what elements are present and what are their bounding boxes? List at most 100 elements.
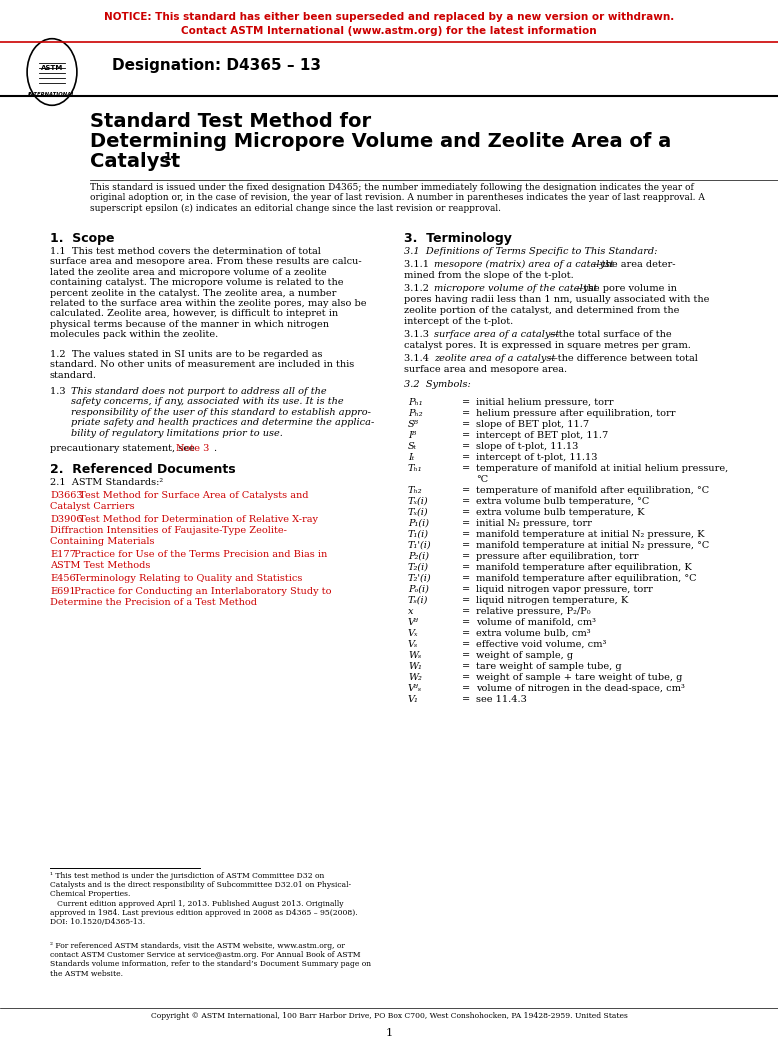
Text: surface area and mesopore area.: surface area and mesopore area. [404,365,567,374]
Text: Wₛ: Wₛ [408,651,421,660]
Text: temperature of manifold after equilibration, °C: temperature of manifold after equilibrat… [476,486,709,496]
Text: .: . [213,445,216,453]
Text: Iᴮ: Iᴮ [408,431,416,440]
Text: =: = [462,420,470,429]
Text: D3906: D3906 [50,515,82,524]
Text: intercept of t-plot, 11.13: intercept of t-plot, 11.13 [476,453,598,462]
Text: relative pressure, P₂/P₀: relative pressure, P₂/P₀ [476,607,591,616]
Text: 1: 1 [164,152,172,162]
Text: slope of BET plot, 11.7: slope of BET plot, 11.7 [476,420,589,429]
Text: manifold temperature after equilibration, °C: manifold temperature after equilibration… [476,574,696,583]
Text: pores having radii less than 1 nm, usually associated with the: pores having radii less than 1 nm, usual… [404,295,710,304]
Text: =: = [462,574,470,583]
Text: ¹ This test method is under the jurisdiction of ASTM Committee D32 on
Catalysts : ¹ This test method is under the jurisdic… [50,872,358,926]
Text: Test Method for Determination of Relative X-ray: Test Method for Determination of Relativ… [76,515,318,524]
Text: Vᵈ: Vᵈ [408,618,419,627]
Text: Vᵈₛ: Vᵈₛ [408,684,422,693]
Text: T₁(i): T₁(i) [408,530,429,539]
Text: INTERNATIONAL: INTERNATIONAL [28,92,75,97]
Text: =: = [462,672,470,682]
Text: 3.2  Symbols:: 3.2 Symbols: [404,380,471,389]
Text: Catalyst: Catalyst [90,152,180,171]
Text: Catalyst Carriers: Catalyst Carriers [50,502,135,511]
Text: initial N₂ pressure, torr: initial N₂ pressure, torr [476,519,592,528]
Text: 3.  Terminology: 3. Terminology [404,232,512,245]
Text: liquid nitrogen vapor pressure, torr: liquid nitrogen vapor pressure, torr [476,585,653,594]
Text: extra volume bulb temperature, °C: extra volume bulb temperature, °C [476,497,650,506]
Text: weight of sample, g: weight of sample, g [476,651,573,660]
Text: Tₕ₂: Tₕ₂ [408,486,422,496]
Text: —the area deter-: —the area deter- [592,260,675,269]
Text: manifold temperature at initial N₂ pressure, K: manifold temperature at initial N₂ press… [476,530,705,539]
Text: pressure after equilibration, torr: pressure after equilibration, torr [476,552,639,561]
Text: precautionary statement, see: precautionary statement, see [50,445,198,453]
Text: Note 3: Note 3 [176,445,209,453]
Text: Test Method for Surface Area of Catalysts and: Test Method for Surface Area of Catalyst… [76,491,309,500]
Text: 1.1  This test method covers the determination of total
surface area and mesopor: 1.1 This test method covers the determin… [50,247,366,339]
Text: Practice for Conducting an Interlaboratory Study to: Practice for Conducting an Interlaborato… [71,587,331,596]
Text: W₂: W₂ [408,672,422,682]
Text: =: = [462,651,470,660]
Text: 3.1.2: 3.1.2 [404,284,435,293]
Text: =: = [462,552,470,561]
Text: T₂(i): T₂(i) [408,563,429,572]
Text: effective void volume, cm³: effective void volume, cm³ [476,640,606,649]
Text: —the difference between total: —the difference between total [548,354,698,363]
Text: This standard is issued under the fixed designation D4365; the number immediatel: This standard is issued under the fixed … [90,183,705,213]
Text: =: = [462,563,470,572]
Text: Tₕ₁: Tₕ₁ [408,464,422,473]
Text: NOTICE: This standard has either been superseded and replaced by a new version o: NOTICE: This standard has either been su… [104,12,674,22]
Text: 1.3: 1.3 [50,387,72,396]
Text: manifold temperature at initial N₂ pressure, °C: manifold temperature at initial N₂ press… [476,541,710,550]
Text: =: = [462,695,470,704]
Text: E456: E456 [50,574,75,583]
Text: D3663: D3663 [50,491,82,500]
Text: =: = [462,684,470,693]
Text: catalyst pores. It is expressed in square metres per gram.: catalyst pores. It is expressed in squar… [404,341,691,350]
Text: =: = [462,464,470,473]
Text: zeolite portion of the catalyst, and determined from the: zeolite portion of the catalyst, and det… [404,306,679,315]
Text: zeolite area of a catalyst: zeolite area of a catalyst [434,354,555,363]
Text: 3.1.3: 3.1.3 [404,330,435,339]
Text: tare weight of sample tube, g: tare weight of sample tube, g [476,662,622,671]
Text: Iₜ: Iₜ [408,453,414,462]
Text: Determining Micropore Volume and Zeolite Area of a: Determining Micropore Volume and Zeolite… [90,132,671,151]
Text: Vₛ: Vₛ [408,640,419,649]
Text: 2.  Referenced Documents: 2. Referenced Documents [50,463,236,476]
Text: —the pore volume in: —the pore volume in [574,284,677,293]
Text: 3.1.1: 3.1.1 [404,260,435,269]
Text: =: = [462,530,470,539]
Text: E691: E691 [50,587,75,596]
Text: =: = [462,431,470,440]
Text: =: = [462,541,470,550]
Text: surface area of a catalyst: surface area of a catalyst [434,330,559,339]
Text: =: = [462,640,470,649]
Text: manifold temperature after equilibration, K: manifold temperature after equilibration… [476,563,692,572]
Text: —the total surface of the: —the total surface of the [549,330,671,339]
Text: Determine the Precision of a Test Method: Determine the Precision of a Test Method [50,598,257,607]
Text: =: = [462,662,470,671]
Text: P₁(i): P₁(i) [408,519,429,528]
Text: =: = [462,453,470,462]
Text: Vₓ: Vₓ [408,629,419,638]
Text: =: = [462,508,470,517]
Text: Sᴮ: Sᴮ [408,420,419,429]
Text: =: = [462,519,470,528]
Text: Terminology Relating to Quality and Statistics: Terminology Relating to Quality and Stat… [71,574,302,583]
Text: =: = [462,442,470,451]
Text: Copyright © ASTM International, 100 Barr Harbor Drive, PO Box C700, West Conshoh: Copyright © ASTM International, 100 Barr… [151,1012,627,1020]
Text: temperature of manifold at initial helium pressure,: temperature of manifold at initial heliu… [476,464,728,473]
Text: ASTM: ASTM [41,65,63,71]
Text: mined from the slope of the t-plot.: mined from the slope of the t-plot. [404,271,573,280]
Text: =: = [462,486,470,496]
Text: T₁'(i): T₁'(i) [408,541,432,550]
Text: =: = [462,398,470,407]
Text: Designation: D4365 – 13: Designation: D4365 – 13 [112,58,321,73]
Text: 1.2  The values stated in SI units are to be regarded as
standard. No other unit: 1.2 The values stated in SI units are to… [50,350,354,380]
Text: =: = [462,629,470,638]
Text: helium pressure after equilibration, torr: helium pressure after equilibration, tor… [476,409,675,418]
Text: slope of t-plot, 11.13: slope of t-plot, 11.13 [476,442,578,451]
Text: W₁: W₁ [408,662,422,671]
Text: Pₒ(i): Pₒ(i) [408,585,429,594]
Text: Containing Materials: Containing Materials [50,537,155,545]
